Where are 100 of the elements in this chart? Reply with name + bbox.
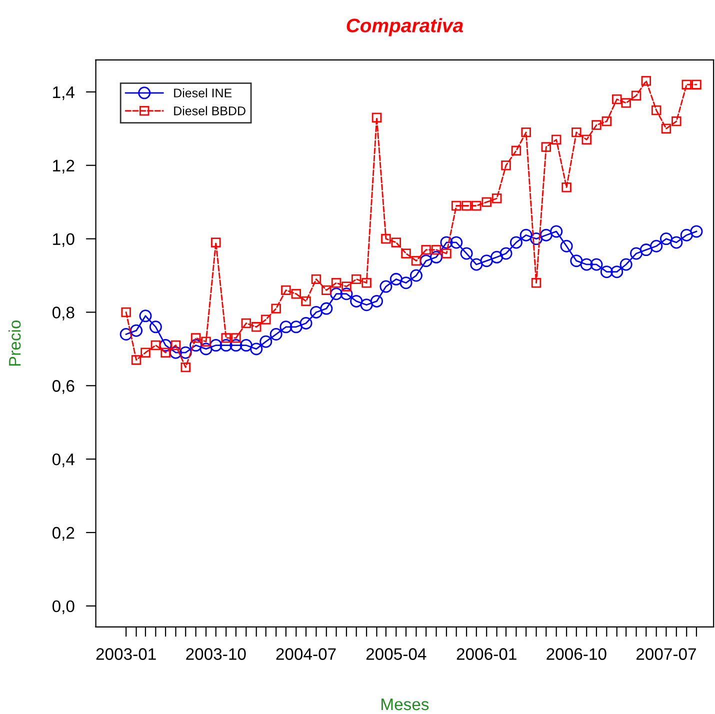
point <box>251 322 262 332</box>
x-tick-label: 2007-07 <box>636 648 696 660</box>
point <box>440 236 453 249</box>
y-axis-title: Precio <box>8 320 21 366</box>
point <box>660 232 672 246</box>
point <box>580 258 593 271</box>
point <box>270 328 282 341</box>
point <box>641 76 651 86</box>
point <box>520 228 532 242</box>
point <box>350 294 363 308</box>
y-tick-label: 1,2 <box>53 160 74 174</box>
point <box>220 339 232 352</box>
point <box>550 225 563 238</box>
point <box>200 342 212 356</box>
point <box>381 234 391 244</box>
point <box>120 328 132 341</box>
point <box>290 320 302 334</box>
point <box>400 276 412 290</box>
point <box>610 266 624 278</box>
point <box>651 105 662 116</box>
point <box>180 362 190 372</box>
point <box>230 339 242 352</box>
chart-title: Comparativa <box>346 18 464 36</box>
point <box>590 258 603 271</box>
point <box>442 248 452 258</box>
point <box>670 236 683 249</box>
point <box>322 285 332 296</box>
y-tick-label: 0,2 <box>52 526 74 541</box>
point <box>531 278 542 288</box>
point <box>672 116 682 126</box>
point <box>211 238 221 248</box>
point <box>521 127 531 138</box>
point <box>460 247 473 260</box>
point <box>250 342 263 356</box>
point <box>562 182 572 192</box>
legend-label: Diesel BBDD <box>174 106 246 116</box>
point <box>511 146 522 156</box>
point <box>360 298 373 312</box>
point <box>311 274 322 284</box>
point <box>310 306 322 318</box>
point <box>261 314 271 324</box>
x-tick-label: 2006-10 <box>546 648 606 660</box>
point <box>331 278 342 288</box>
point <box>572 127 582 138</box>
point <box>149 320 162 334</box>
point <box>210 339 222 352</box>
x-tick-label: 2006-01 <box>456 648 516 660</box>
point <box>482 197 492 207</box>
point <box>600 266 613 278</box>
point <box>140 348 150 358</box>
point <box>470 258 483 271</box>
point <box>190 333 201 343</box>
point <box>492 194 502 204</box>
point <box>362 278 372 288</box>
point <box>139 310 152 322</box>
y-tick-label: 0,8 <box>52 306 74 320</box>
point <box>650 240 663 252</box>
x-tick-label: 2003-01 <box>96 648 156 660</box>
point <box>431 244 442 255</box>
point <box>271 304 281 314</box>
point <box>682 80 692 90</box>
point <box>351 274 362 284</box>
point <box>692 80 702 90</box>
point <box>612 94 622 104</box>
x-tick-label: 2005-04 <box>366 648 426 660</box>
y-tick-label: 1,0 <box>53 233 74 247</box>
point <box>510 236 522 249</box>
point <box>179 346 192 359</box>
point <box>221 333 231 343</box>
point <box>201 336 211 346</box>
point <box>451 200 462 211</box>
point <box>501 160 511 170</box>
point <box>401 248 411 258</box>
point <box>240 339 252 352</box>
point <box>582 134 592 145</box>
point <box>450 236 463 249</box>
point <box>472 200 482 211</box>
point <box>131 355 142 365</box>
point <box>320 302 333 315</box>
point <box>241 318 251 328</box>
point <box>231 333 241 343</box>
point <box>340 288 353 300</box>
y-tick-label: 1,4 <box>53 86 74 100</box>
point <box>640 244 652 256</box>
point <box>621 98 631 108</box>
point <box>530 232 543 246</box>
point <box>490 250 504 264</box>
x-tick-label: 2004-07 <box>276 648 336 660</box>
point <box>551 134 562 145</box>
point <box>342 282 352 292</box>
point <box>372 112 382 122</box>
legend-label: Diesel INE <box>174 88 232 98</box>
point <box>500 247 512 260</box>
x-axis-title: Meses <box>382 698 429 710</box>
point <box>570 254 583 268</box>
point <box>420 254 432 268</box>
point <box>391 238 401 248</box>
point <box>620 258 632 271</box>
point <box>480 254 493 268</box>
point <box>592 120 602 130</box>
